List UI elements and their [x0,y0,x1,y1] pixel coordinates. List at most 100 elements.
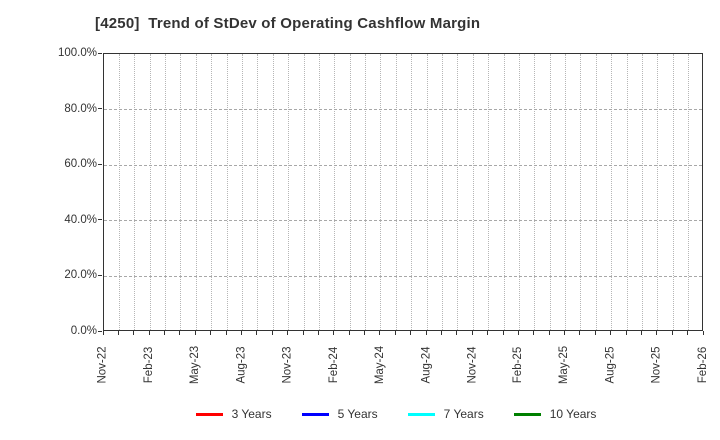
legend-swatch [301,412,329,416]
x-tick-label: Aug-24 [418,336,434,394]
y-tick-label: 60.0% [64,158,97,171]
v-gridline [118,54,120,330]
legend-label: 3 Years [231,407,272,421]
v-gridline [441,54,443,330]
x-tick-label-text: Feb-24 [327,346,340,384]
legend-label: 7 Years [443,407,484,421]
y-axis-tick [98,274,102,276]
x-tick-label: Nov-22 [95,336,111,394]
x-tick-label: Feb-24 [326,336,342,394]
x-axis-tick [333,331,335,335]
x-axis-tick [302,331,304,335]
x-tick-label-text: Feb-25 [512,346,525,384]
x-axis-tick [487,331,489,335]
v-gridline [303,54,305,330]
x-axis-tick [102,331,104,335]
v-gridline [365,54,367,330]
x-axis-tick [179,331,181,335]
x-tick-label-text: Nov-22 [97,346,110,384]
x-tick-label: Nov-23 [280,336,296,394]
v-gridline [241,54,243,330]
v-gridline [657,54,659,330]
v-gridline [426,54,428,330]
x-axis-tick [271,331,273,335]
v-gridline [472,54,474,330]
legend-swatch [195,412,223,416]
v-gridline [165,54,167,330]
x-tick-label-text: Feb-26 [697,346,709,384]
x-tick-label: Feb-23 [141,336,157,394]
v-gridline [565,54,567,330]
v-gridline [672,54,674,330]
v-gridline [488,54,490,330]
x-axis-tick [533,331,535,335]
x-tick-label-text: Aug-25 [604,346,617,384]
x-tick-label: May-23 [187,336,203,394]
x-axis-tick [687,331,689,335]
x-axis-tick [610,331,612,335]
chart-title: [4250] Trend of StDev of Operating Cashf… [95,15,481,32]
legend-label: 5 Years [337,407,378,421]
x-axis-tick [394,331,396,335]
x-tick-label-text: Aug-23 [235,346,248,384]
x-axis-tick [317,331,319,335]
x-tick-label: May-24 [372,336,388,394]
v-gridline [411,54,413,330]
legend-label: 10 Years [549,407,597,421]
v-gridline [134,54,136,330]
x-axis-tick [256,331,258,335]
y-axis-tick [98,52,102,54]
v-gridline [641,54,643,330]
y-tick-label: 0.0% [70,325,97,337]
legend-item: 10 Years [513,407,597,421]
x-axis-tick [194,331,196,335]
y-tick-label: 20.0% [64,269,97,282]
x-axis-tick [133,331,135,335]
x-axis-tick [625,331,627,335]
y-axis-tick [98,163,102,165]
x-axis-tick [594,331,596,335]
x-axis-tick [117,331,119,335]
legend-item: 7 Years [407,407,484,421]
x-tick-label-text: Feb-23 [143,346,156,384]
y-tick-label: 100.0% [57,47,97,59]
x-axis-tick [410,331,412,335]
series-layer [104,54,704,332]
legend-item: 5 Years [301,407,378,421]
x-tick-label-text: May-23 [189,345,202,385]
x-axis-tick [671,331,673,335]
v-gridline [395,54,397,330]
x-tick-label: Feb-25 [510,336,526,394]
h-gridline [104,109,702,111]
y-axis-tick [98,108,102,110]
v-gridline [595,54,597,330]
v-gridline [380,54,382,330]
x-axis-tick [225,331,227,335]
h-gridline [104,164,702,166]
x-axis-tick [148,331,150,335]
y-axis-tick [98,330,102,332]
v-gridline [272,54,274,330]
v-gridline [149,54,151,330]
x-axis-tick [456,331,458,335]
v-gridline [257,54,259,330]
x-axis-tick [348,331,350,335]
x-axis-tick [564,331,566,335]
v-gridline [349,54,351,330]
x-axis-tick [656,331,658,335]
v-gridline [503,54,505,330]
legend-swatch [407,412,435,416]
legend: 3 Years 5 Years 7 Years 10 Years [0,401,720,427]
v-gridline [318,54,320,330]
x-tick-label-text: Nov-23 [281,346,294,384]
v-gridline [518,54,520,330]
v-gridline [195,54,197,330]
y-tick-label: 40.0% [64,213,97,226]
x-tick-label-text: May-25 [558,345,571,385]
x-axis-tick [471,331,473,335]
legend-swatch [513,412,541,416]
v-gridline [211,54,213,330]
x-tick-label-text: Nov-25 [650,346,663,384]
legend-item: 3 Years [195,407,272,421]
